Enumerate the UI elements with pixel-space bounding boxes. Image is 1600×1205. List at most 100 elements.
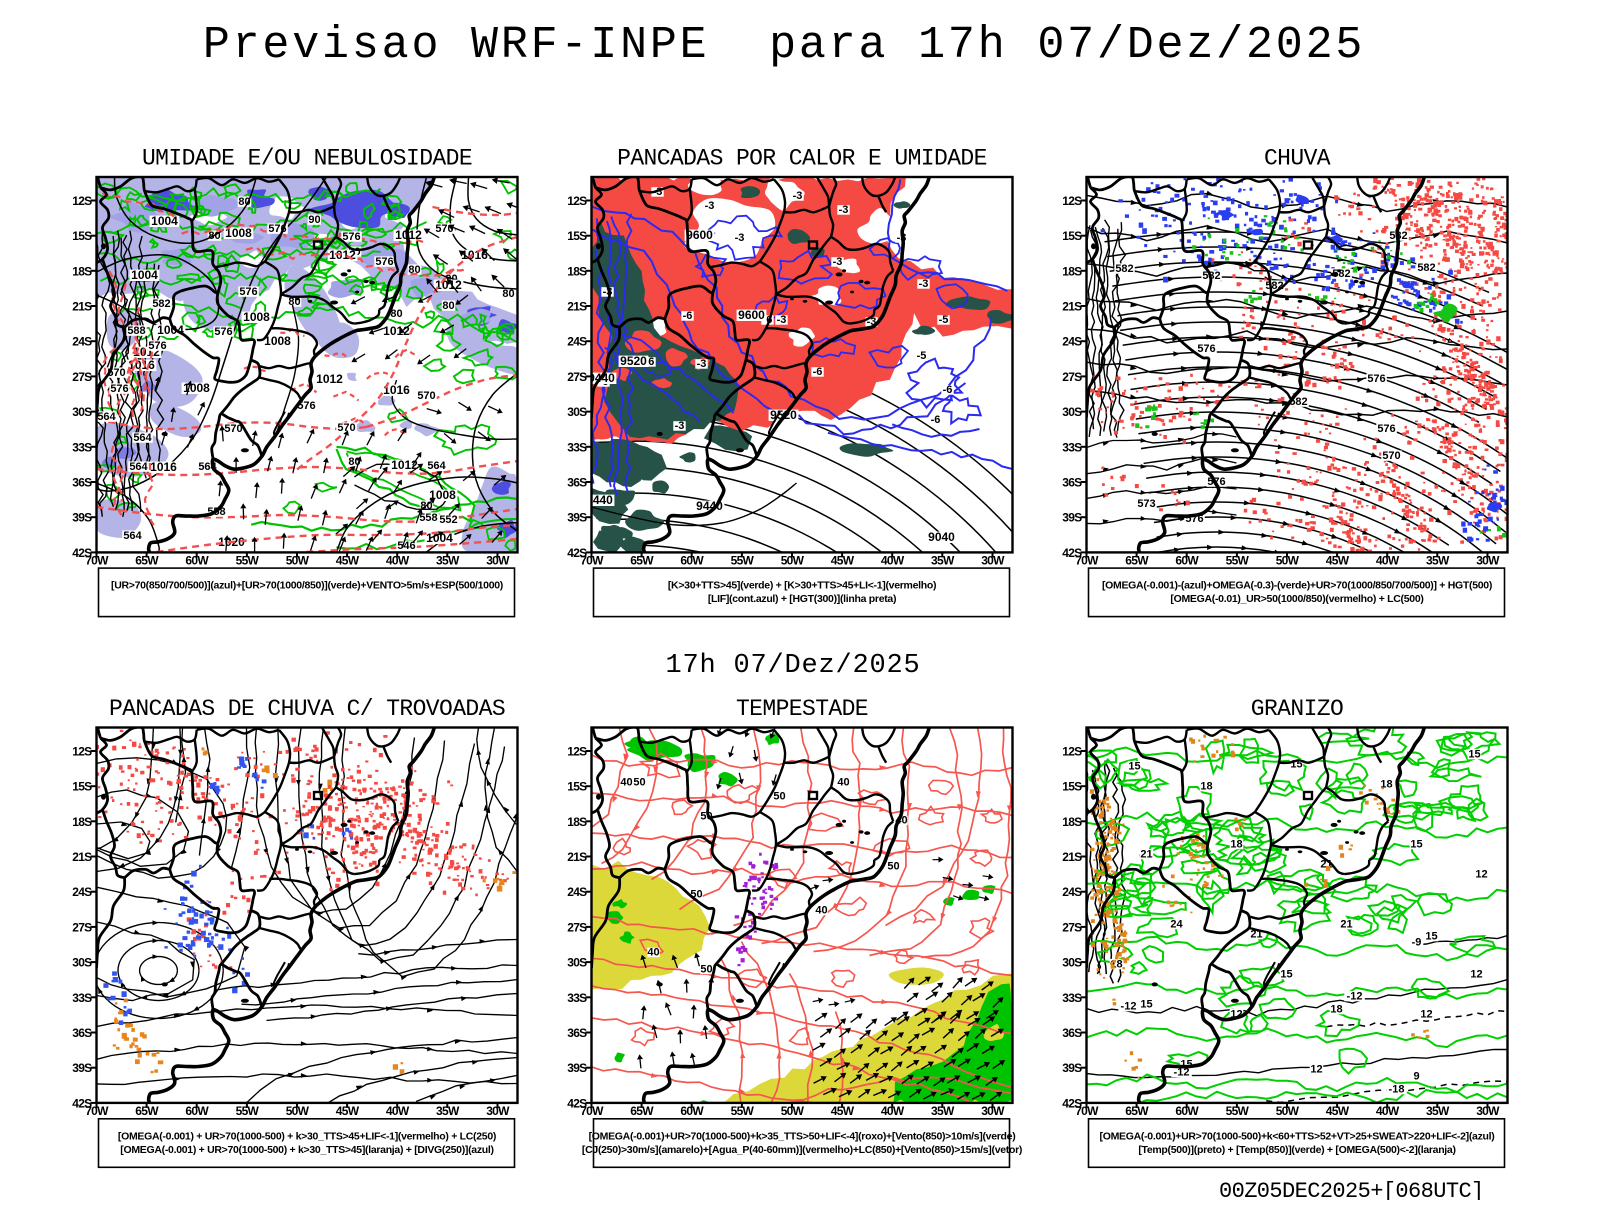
svg-text:576: 576 (148, 340, 166, 352)
svg-text:-3: -3 (867, 316, 877, 328)
svg-text:55W: 55W (731, 1104, 755, 1118)
svg-text:33S: 33S (567, 991, 587, 1005)
svg-text:27S: 27S (567, 920, 587, 934)
svg-text:12S: 12S (72, 745, 92, 759)
svg-text:50: 50 (700, 811, 712, 823)
svg-text:60W: 60W (185, 1104, 209, 1118)
svg-text:50W: 50W (286, 553, 310, 567)
svg-text:21S: 21S (1062, 300, 1082, 314)
svg-text:70W: 70W (580, 1104, 604, 1118)
svg-text:1012: 1012 (391, 458, 418, 472)
svg-text:-12: -12 (1121, 1001, 1137, 1013)
svg-text:9520: 9520 (620, 354, 647, 368)
svg-text:30W: 30W (981, 553, 1005, 567)
svg-text:65W: 65W (630, 1104, 654, 1118)
svg-text:-6: -6 (943, 384, 953, 396)
svg-text:UMIDADE E/OU NEBULOSIDADE: UMIDADE E/OU NEBULOSIDADE (142, 146, 472, 172)
svg-text:564: 564 (427, 460, 446, 472)
svg-text:1008: 1008 (429, 488, 456, 502)
svg-text:30W: 30W (486, 553, 510, 567)
svg-text:17h 07/Dez/2025: 17h 07/Dez/2025 (665, 651, 920, 681)
svg-text:PANCADAS DE CHUVA C/ TROVOADAS: PANCADAS DE CHUVA C/ TROVOADAS (109, 696, 505, 722)
svg-text:50: 50 (773, 791, 785, 803)
svg-text:570: 570 (1382, 450, 1400, 462)
svg-text:15S: 15S (1062, 229, 1082, 243)
svg-text:40W: 40W (881, 553, 905, 567)
svg-text:15: 15 (1128, 761, 1140, 773)
svg-text:27S: 27S (72, 920, 92, 934)
svg-text:33S: 33S (1062, 440, 1082, 454)
svg-text:45W: 45W (831, 1104, 855, 1118)
svg-text:582: 582 (1332, 268, 1350, 280)
svg-text:-3: -3 (839, 204, 849, 216)
svg-text:15S: 15S (1062, 780, 1082, 794)
svg-text:30S: 30S (72, 956, 92, 970)
svg-text:15: 15 (1140, 999, 1152, 1011)
svg-text:[OMEGA(-0.001)+UR>70(1000-500): [OMEGA(-0.001)+UR>70(1000-500)+k>35_TTS>… (589, 1130, 1016, 1142)
svg-text:12S: 12S (567, 745, 587, 759)
svg-text:30W: 30W (981, 1104, 1005, 1118)
svg-text:576: 576 (1367, 373, 1385, 385)
svg-text:Previsao WRF-INPE para 17h 07: Previsao WRF-INPE para 17h 07/Dez/2025 (203, 20, 1365, 71)
svg-text:36S: 36S (567, 476, 587, 490)
svg-text:50W: 50W (781, 1104, 805, 1118)
svg-text:570: 570 (417, 390, 435, 402)
svg-text:1012: 1012 (316, 372, 343, 386)
svg-text:30S: 30S (1062, 405, 1082, 419)
svg-text:9: 9 (1413, 1071, 1419, 1083)
svg-text:18S: 18S (1062, 264, 1082, 278)
svg-text:-3: -3 (833, 256, 843, 268)
svg-text:35W: 35W (931, 1104, 955, 1118)
svg-text:27S: 27S (1062, 920, 1082, 934)
svg-text:50W: 50W (1276, 1104, 1300, 1118)
svg-text:36S: 36S (72, 1026, 92, 1040)
svg-text:21S: 21S (72, 850, 92, 864)
svg-text:36S: 36S (72, 476, 92, 490)
svg-text:45W: 45W (1326, 1104, 1350, 1118)
svg-text:[LIF](cont.azul) + [HGT(300)](: [LIF](cont.azul) + [HGT(300)](linha pret… (708, 593, 896, 605)
svg-text:45W: 45W (831, 553, 855, 567)
svg-text:[OMEGA(-0.001)-(azul)+OMEGA(-0: [OMEGA(-0.001)-(azul)+OMEGA(-0.3)-(verde… (1102, 580, 1492, 592)
svg-text:90: 90 (308, 214, 320, 226)
svg-text:65W: 65W (135, 553, 159, 567)
svg-text:564: 564 (129, 461, 148, 473)
svg-text:-6: -6 (645, 356, 655, 368)
svg-text:1004: 1004 (426, 531, 453, 545)
svg-text:40W: 40W (881, 1104, 905, 1118)
svg-text:50: 50 (887, 861, 899, 873)
svg-text:18: 18 (1330, 1004, 1342, 1016)
svg-text:9440: 9440 (586, 493, 613, 507)
svg-text:CHUVA: CHUVA (1264, 146, 1331, 172)
svg-text:576: 576 (1377, 423, 1395, 435)
svg-text:70W: 70W (85, 1104, 109, 1118)
svg-text:39S: 39S (1062, 1061, 1082, 1075)
svg-text:35W: 35W (436, 553, 460, 567)
svg-text:42S: 42S (567, 1096, 587, 1110)
svg-text:21: 21 (1140, 849, 1152, 861)
svg-text:12S: 12S (72, 194, 92, 208)
svg-text:50W: 50W (286, 1104, 310, 1118)
svg-text:40W: 40W (1376, 1104, 1400, 1118)
svg-text:24: 24 (1170, 919, 1183, 931)
svg-text:18S: 18S (567, 815, 587, 829)
svg-text:-12: -12 (1174, 1067, 1190, 1079)
svg-text:564: 564 (133, 432, 152, 444)
svg-text:42S: 42S (72, 1096, 92, 1110)
svg-text:573: 573 (1137, 498, 1155, 510)
svg-text:15S: 15S (72, 780, 92, 794)
svg-text:36S: 36S (1062, 1026, 1082, 1040)
svg-text:55W: 55W (236, 1104, 260, 1118)
svg-text:70W: 70W (580, 553, 604, 567)
svg-text:24S: 24S (72, 885, 92, 899)
svg-text:-3: -3 (777, 314, 787, 326)
svg-text:18S: 18S (1062, 815, 1082, 829)
svg-text:564: 564 (97, 411, 116, 423)
svg-text:33S: 33S (567, 440, 587, 454)
svg-text:1016: 1016 (383, 383, 410, 397)
svg-text:70W: 70W (1075, 1104, 1099, 1118)
svg-text:582: 582 (1417, 262, 1435, 274)
svg-text:42S: 42S (1062, 546, 1082, 560)
svg-text:-9: -9 (1412, 937, 1422, 949)
svg-text:80: 80 (408, 264, 420, 276)
svg-text:9600: 9600 (738, 308, 765, 322)
